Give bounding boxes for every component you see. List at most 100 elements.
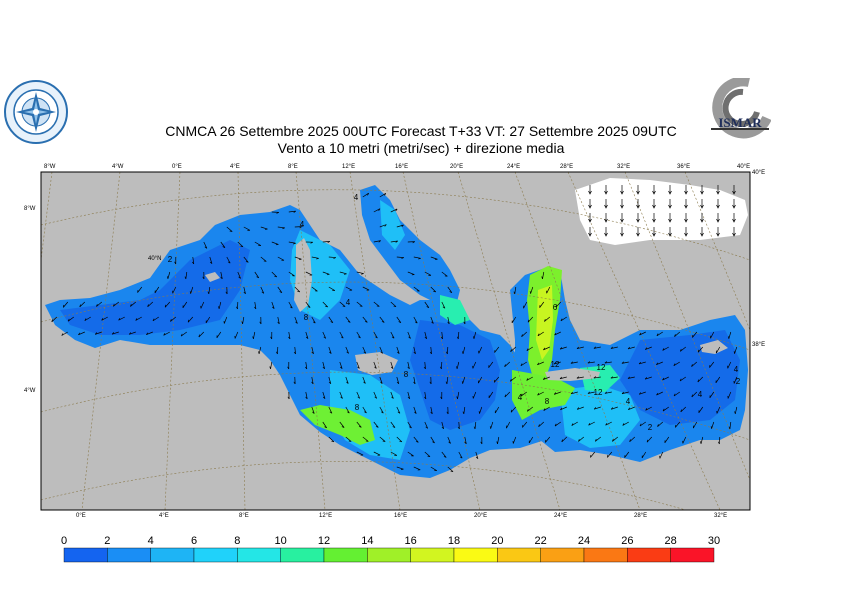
- wind-arrow-head: [401, 257, 404, 259]
- sea-west: [45, 205, 550, 478]
- wind-arrow-head: [732, 218, 736, 223]
- wind-arrow: [447, 286, 453, 293]
- wind-arrow-head: [254, 306, 257, 310]
- wind-arrow-head: [357, 366, 360, 369]
- wind-arrow-head: [408, 336, 411, 339]
- wind-arrow-head: [504, 394, 506, 398]
- wind-arrow: [96, 301, 103, 307]
- wind-arrow: [328, 346, 332, 354]
- wind-arrow-head: [462, 351, 464, 354]
- wind-arrow-head: [526, 348, 529, 351]
- wind-arrow: [543, 346, 550, 351]
- wind-arrow-head: [473, 426, 476, 430]
- wind-arrow: [339, 361, 343, 369]
- wind-arrow-head: [513, 291, 516, 295]
- wind-arrow: [407, 331, 411, 339]
- wind-arrow-head: [333, 257, 336, 259]
- wind-arrow-head: [384, 193, 387, 196]
- wind-direction-arrows: [51, 185, 738, 472]
- wind-arrow-head: [636, 218, 640, 223]
- wind-arrow: [305, 271, 313, 276]
- wind-arrow-head: [342, 305, 346, 307]
- wind-arrow-head: [604, 361, 608, 364]
- wind-arrow-head: [341, 426, 345, 428]
- wind-arrow: [345, 286, 353, 291]
- wind-high-sicily-channel: [300, 405, 375, 445]
- wind-arrow-head: [378, 240, 381, 243]
- wind-arrow-head: [96, 304, 98, 307]
- wind-arrow: [328, 436, 335, 443]
- wind-arrow-head: [644, 377, 648, 380]
- wind-arrow: [216, 331, 222, 339]
- wind-arrow: [593, 346, 601, 349]
- wind-arrow: [407, 361, 410, 369]
- wind-arrow-head: [450, 470, 454, 472]
- contour-label: 2: [736, 377, 741, 386]
- wind-arrow: [260, 256, 267, 262]
- wind-arrow-head: [673, 393, 676, 397]
- wind-arrow: [504, 391, 511, 398]
- contour-label: 2: [648, 423, 653, 432]
- wind-arrow-head: [674, 334, 676, 337]
- wind-arrow: [604, 391, 612, 394]
- wind-arrow: [220, 271, 223, 279]
- wind-arrow: [424, 301, 430, 308]
- wind-arrow: [356, 301, 363, 307]
- island-balearic: [205, 272, 220, 282]
- wind-arrow-head: [414, 321, 418, 324]
- wind-arrow-head: [593, 346, 597, 349]
- wind-arrow-head: [716, 190, 720, 195]
- wind-arrow-head: [432, 441, 435, 444]
- inner-lat-label: 40°N: [148, 256, 161, 262]
- wind-arrow-head: [459, 456, 463, 459]
- wind-arrow-head: [391, 396, 394, 399]
- wind-arrow-head: [594, 438, 597, 442]
- wind-arrow-head: [325, 305, 328, 308]
- wind-arrow-head: [418, 257, 421, 260]
- wind-arrow-head: [684, 204, 688, 209]
- wind-arrow-head: [456, 366, 458, 369]
- colorbar-label: 20: [491, 535, 503, 547]
- sea-cyan-patch: [560, 385, 640, 448]
- wind-arrow-head: [588, 422, 591, 426]
- contour-label: 6: [553, 303, 558, 312]
- wind-arrow-head: [146, 332, 149, 335]
- right-tick: 40°E: [752, 170, 765, 176]
- wind-arrow: [664, 436, 670, 443]
- wind-arrow-head: [570, 361, 574, 364]
- wind-arrow: [424, 331, 427, 339]
- bottom-tick: 32°E: [714, 513, 727, 519]
- wind-arrow: [84, 316, 91, 321]
- wind-arrow: [537, 391, 544, 396]
- wind-arrow-head: [413, 351, 416, 355]
- wind-arrow-head: [340, 396, 343, 399]
- wind-arrow-head: [652, 218, 656, 223]
- wind-arrow: [390, 301, 397, 307]
- wind-arrow-head: [272, 306, 275, 309]
- wind-arrow-head: [542, 377, 546, 380]
- colorbar-label: 12: [318, 535, 330, 547]
- wind-arrow: [578, 436, 585, 442]
- wind-arrow: [441, 301, 446, 309]
- wind-arrow-head: [627, 346, 631, 350]
- wind-arrow: [190, 286, 194, 294]
- wind-arrow: [187, 316, 194, 323]
- wind-arrow-head: [323, 336, 326, 339]
- wind-arrow-head: [431, 321, 434, 324]
- wind-arrow: [472, 361, 477, 369]
- wind-arrow-head: [732, 204, 736, 209]
- colorbar-cell: [453, 547, 498, 563]
- wind-arrow: [543, 406, 550, 411]
- wind-arrow: [137, 286, 143, 293]
- colorbar-label: 14: [361, 535, 373, 547]
- wind-arrow: [147, 301, 154, 308]
- wind-arrow: [51, 316, 58, 323]
- wind-arrow: [209, 256, 213, 264]
- top-tick: 32°E: [617, 164, 630, 170]
- colorbar-label: 24: [578, 535, 590, 547]
- wind-arrow-head: [192, 261, 195, 265]
- wind-arrow: [356, 421, 362, 428]
- wind-arrow-head: [588, 190, 592, 195]
- wind-arrow-head: [414, 411, 417, 414]
- wind-arrow: [727, 361, 732, 369]
